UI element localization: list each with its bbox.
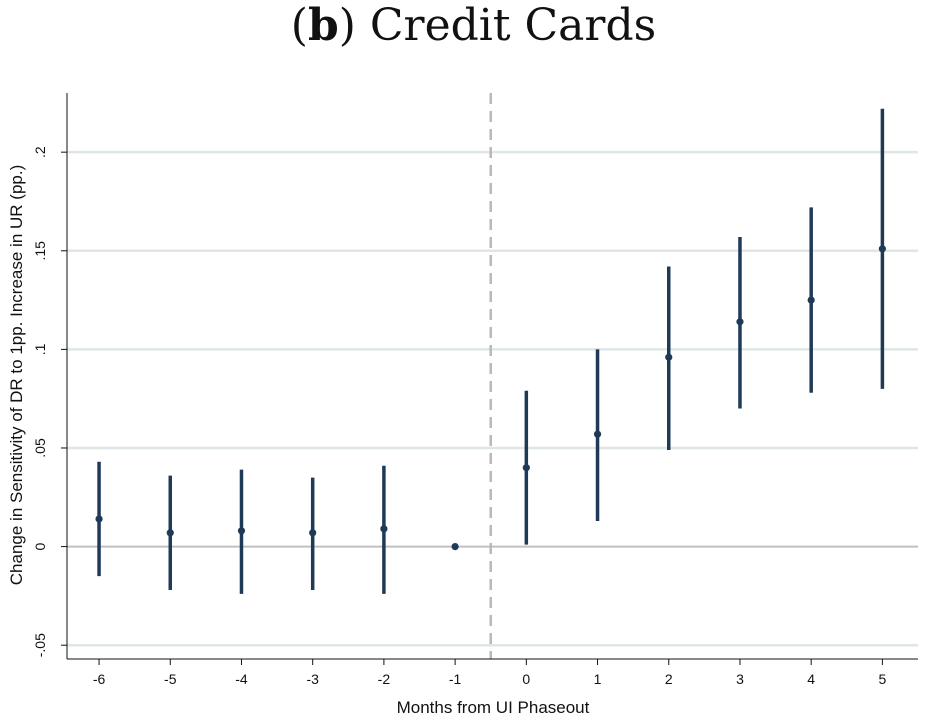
- x-tick-label: 3: [736, 671, 744, 687]
- point-estimate: [736, 318, 744, 326]
- x-tick-label: -3: [306, 671, 319, 687]
- y-tick-label: .15: [32, 241, 48, 261]
- y-tick-label: .1: [32, 343, 48, 355]
- y-tick-label: 0: [32, 542, 48, 550]
- point-estimate: [237, 527, 246, 535]
- axes: [66, 93, 918, 660]
- x-axis-ticks: -6 -5 -4 -3 -2 -1 0 1 2 3 4 5: [93, 659, 886, 687]
- x-tick-label: 2: [665, 671, 673, 687]
- point-estimate: [451, 542, 459, 551]
- point-estimate: [807, 296, 815, 304]
- chart-title-text: Credit Cards: [369, 0, 657, 51]
- reference-lines: [67, 93, 918, 659]
- point-estimate: [166, 529, 174, 537]
- x-tick-label: 0: [522, 671, 530, 687]
- point-estimate: [95, 515, 103, 523]
- point-estimate: [380, 525, 388, 533]
- chart-title: (b) Credit Cards: [290, 0, 657, 51]
- panel-letter: b: [307, 0, 339, 51]
- x-tick-label: 1: [594, 671, 602, 687]
- y-tick-label: -.05: [32, 633, 48, 657]
- x-tick-label: -6: [93, 671, 106, 687]
- x-tick-label: -1: [449, 671, 462, 687]
- point-estimate: [593, 430, 602, 438]
- y-tick-label: .2: [32, 146, 48, 158]
- gridlines: [67, 150, 918, 647]
- point-estimate: [309, 529, 317, 537]
- point-estimate: [665, 353, 673, 361]
- point-estimate: [522, 464, 530, 472]
- y-tick-label: .05: [32, 438, 48, 458]
- x-tick-label: -4: [235, 671, 248, 687]
- confidence-intervals-and-estimates: [95, 108, 886, 594]
- x-tick-label: -2: [378, 671, 391, 687]
- x-axis-title: Months from UI Phaseout: [397, 698, 590, 716]
- y-axis-title: Change in Sensitivity of DR to 1pp. Incr…: [7, 165, 26, 585]
- x-tick-label: 4: [807, 671, 815, 687]
- y-axis-ticks: -.05 0 .05 .1 .15 .2: [32, 146, 67, 657]
- x-tick-label: 5: [878, 671, 886, 687]
- point-estimate: [878, 245, 886, 253]
- x-tick-label: -5: [164, 671, 177, 687]
